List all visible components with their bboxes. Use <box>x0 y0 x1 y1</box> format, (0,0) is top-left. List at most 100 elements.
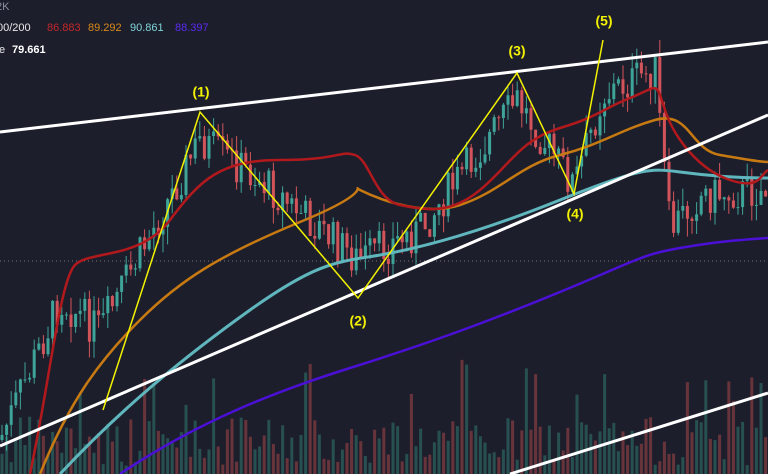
candle-body <box>598 116 602 136</box>
candle-body <box>672 201 676 233</box>
candle-body <box>253 185 257 187</box>
volume-bar <box>649 417 653 474</box>
candle-body <box>299 212 303 214</box>
volume-bar <box>216 446 220 474</box>
candle-body <box>690 218 694 221</box>
volume-bar <box>676 464 680 474</box>
volume-bar <box>741 421 745 474</box>
volume-bar <box>32 458 36 474</box>
candle-body <box>290 198 294 204</box>
trend-line <box>509 391 768 474</box>
volume-bar <box>239 417 243 474</box>
candle-body <box>580 155 584 167</box>
volume-bar <box>313 420 317 474</box>
candle-body <box>359 248 363 258</box>
candle-body <box>78 310 82 314</box>
trend-line <box>0 113 768 448</box>
candle-body <box>377 230 381 244</box>
volume-bar <box>455 426 459 474</box>
candle-body <box>626 93 630 98</box>
volume-bar <box>722 459 726 474</box>
candle-body <box>9 405 13 425</box>
volume-bar <box>327 459 331 474</box>
volume-bar <box>9 462 13 474</box>
wave-line <box>102 39 604 411</box>
volume-bar <box>331 439 335 474</box>
volume-bar <box>28 416 32 474</box>
candle-body <box>501 104 505 118</box>
volume-bar <box>198 448 202 474</box>
candle-body <box>483 154 487 163</box>
volume-bar <box>497 457 501 474</box>
candle-body <box>754 204 758 206</box>
volume-bar <box>175 447 179 474</box>
candle-body <box>644 73 648 75</box>
candle-body <box>538 146 542 154</box>
volume-bar <box>225 429 229 474</box>
volume-bar <box>598 431 602 474</box>
volume-bar <box>391 422 395 474</box>
volume-bar <box>580 422 584 474</box>
candle-body <box>184 154 188 195</box>
volume-bar <box>350 429 354 474</box>
volume-bar <box>672 453 676 474</box>
volume-bar <box>465 364 469 474</box>
volume-bar <box>336 461 340 474</box>
volume-bar <box>754 427 758 474</box>
candle-body <box>396 236 400 239</box>
volume-bar <box>718 434 722 474</box>
volume-bar <box>308 363 312 474</box>
wave-label: (5) <box>595 13 612 29</box>
candle-body <box>115 291 119 307</box>
candle-body <box>198 136 202 139</box>
volume-bar <box>18 417 22 474</box>
candle-body <box>386 258 390 264</box>
candle-body <box>92 310 96 342</box>
candle-body <box>51 300 55 339</box>
volume-bar <box>396 426 400 474</box>
candle-body <box>741 181 745 208</box>
volume-bar <box>529 429 533 474</box>
candle-body <box>667 161 671 202</box>
volume-bar <box>616 451 620 474</box>
candle-body <box>193 138 197 159</box>
candle-body <box>46 338 50 355</box>
volume-bar <box>235 461 239 474</box>
candle-body <box>575 166 579 175</box>
volume-bar <box>488 453 492 474</box>
candle-body <box>340 233 344 262</box>
volume-bar <box>14 437 18 474</box>
candle-body <box>32 349 36 378</box>
volume-bar <box>515 459 519 474</box>
volume-bar <box>469 430 473 474</box>
candle-body <box>373 238 377 244</box>
volume-bar <box>166 438 170 474</box>
candle-body <box>363 245 367 258</box>
candle-body <box>28 377 32 380</box>
volume-bar <box>658 461 662 474</box>
volume-bar <box>708 438 712 474</box>
volume-bar <box>276 453 280 474</box>
volume-bar <box>612 422 616 474</box>
volume-bar <box>359 441 363 474</box>
candle-body <box>405 231 409 243</box>
candle-body <box>685 205 689 219</box>
candle-body <box>152 227 156 238</box>
candle-body <box>97 310 101 316</box>
candle-body <box>460 166 464 170</box>
volume-bar <box>184 404 188 474</box>
candle-body <box>432 215 436 237</box>
candle-body <box>207 136 211 159</box>
candle-body <box>0 434 4 440</box>
candle-body <box>639 62 643 74</box>
candle-body <box>676 210 680 233</box>
volume-bar <box>51 431 55 474</box>
volume-bar <box>419 428 423 474</box>
volume-bar <box>55 441 59 474</box>
candle-body <box>708 188 712 213</box>
wave-label: (1) <box>192 84 209 100</box>
volume-bar <box>501 449 505 474</box>
volume-bar <box>534 374 538 474</box>
volume-bar <box>285 458 289 474</box>
candle-body <box>428 229 432 237</box>
